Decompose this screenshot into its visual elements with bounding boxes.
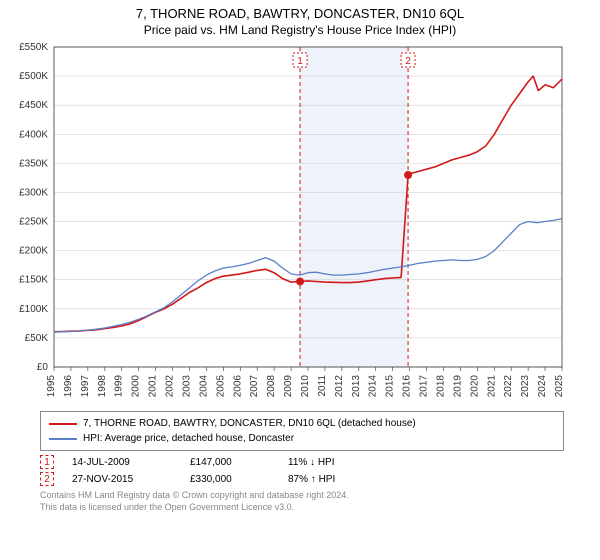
svg-text:£500K: £500K (19, 71, 48, 82)
event-marker: 1 (40, 455, 54, 469)
footer-text: Contains HM Land Registry data © Crown c… (40, 490, 560, 513)
footer-line1: Contains HM Land Registry data © Crown c… (40, 490, 560, 502)
svg-text:£200K: £200K (19, 246, 48, 257)
svg-text:1: 1 (297, 56, 303, 67)
page-subtitle: Price paid vs. HM Land Registry's House … (0, 21, 600, 43)
event-marker: 2 (40, 472, 54, 486)
svg-text:£300K: £300K (19, 187, 48, 198)
svg-text:2008: 2008 (266, 375, 277, 398)
svg-text:2021: 2021 (486, 375, 497, 398)
svg-text:2: 2 (405, 56, 411, 67)
svg-text:2009: 2009 (283, 375, 294, 398)
svg-text:£0: £0 (37, 362, 49, 373)
svg-text:1995: 1995 (46, 375, 57, 398)
svg-text:2023: 2023 (520, 375, 531, 398)
svg-text:2011: 2011 (317, 375, 328, 397)
svg-text:2019: 2019 (452, 375, 463, 398)
svg-text:1997: 1997 (80, 375, 91, 398)
svg-text:1996: 1996 (63, 375, 74, 398)
svg-text:2004: 2004 (198, 375, 209, 398)
legend-label: 7, THORNE ROAD, BAWTRY, DONCASTER, DN10 … (83, 416, 416, 431)
svg-text:£350K: £350K (19, 158, 48, 169)
svg-text:£50K: £50K (25, 333, 49, 344)
svg-text:2006: 2006 (232, 375, 243, 398)
svg-text:£250K: £250K (19, 217, 48, 228)
svg-text:1998: 1998 (97, 375, 108, 398)
svg-text:£450K: £450K (19, 100, 48, 111)
price-chart: £0 £50K £100K £150K £200K £250K £300K £350K £400… (10, 43, 570, 403)
legend-label: HPI: Average price, detached house, Donc… (83, 431, 294, 446)
event-delta: 87% ↑ HPI (288, 474, 388, 485)
event-list: 1 14-JUL-2009 £147,000 11% ↓ HPI 2 27-NOV-201… (40, 455, 560, 486)
svg-text:2025: 2025 (554, 375, 565, 398)
event-row: 1 14-JUL-2009 £147,000 11% ↓ HPI (40, 455, 560, 469)
svg-text:2017: 2017 (419, 375, 430, 398)
legend-row: HPI: Average price, detached house, Donc… (49, 431, 555, 446)
svg-text:2020: 2020 (469, 375, 480, 398)
legend-swatch (49, 438, 77, 440)
legend-swatch (49, 423, 77, 425)
event-date: 27-NOV-2015 (72, 474, 172, 485)
svg-text:2024: 2024 (537, 375, 548, 398)
event-delta: 11% ↓ HPI (288, 457, 388, 468)
chart-svg: £0 £50K £100K £150K £200K £250K £300K £350K £400… (10, 43, 570, 403)
footer-line2: This data is licensed under the Open Gov… (40, 502, 560, 514)
svg-text:£550K: £550K (19, 43, 48, 53)
svg-text:2010: 2010 (300, 375, 311, 398)
svg-text:2001: 2001 (148, 375, 159, 398)
svg-text:1999: 1999 (114, 375, 125, 398)
svg-text:£100K: £100K (19, 304, 48, 315)
svg-text:2015: 2015 (385, 375, 396, 398)
svg-text:2005: 2005 (215, 375, 226, 398)
svg-text:2022: 2022 (503, 375, 514, 398)
event-price: £147,000 (190, 457, 270, 468)
svg-text:2007: 2007 (249, 375, 260, 398)
legend-box: 7, THORNE ROAD, BAWTRY, DONCASTER, DN10 … (40, 411, 564, 451)
svg-text:2000: 2000 (131, 375, 142, 398)
svg-text:2002: 2002 (165, 375, 176, 398)
event-date: 14-JUL-2009 (72, 457, 172, 468)
event-row: 2 27-NOV-2015 £330,000 87% ↑ HPI (40, 472, 560, 486)
svg-text:2018: 2018 (435, 375, 446, 398)
page-title: 7, THORNE ROAD, BAWTRY, DONCASTER, DN10 … (0, 0, 600, 21)
svg-text:2013: 2013 (351, 375, 362, 398)
legend-row: 7, THORNE ROAD, BAWTRY, DONCASTER, DN10 … (49, 416, 555, 431)
event-price: £330,000 (190, 474, 270, 485)
svg-text:£150K: £150K (19, 275, 48, 286)
svg-text:2016: 2016 (402, 375, 413, 398)
svg-text:2014: 2014 (368, 375, 379, 398)
svg-text:£400K: £400K (19, 129, 48, 140)
svg-text:2012: 2012 (334, 375, 345, 398)
svg-text:2003: 2003 (181, 375, 192, 398)
